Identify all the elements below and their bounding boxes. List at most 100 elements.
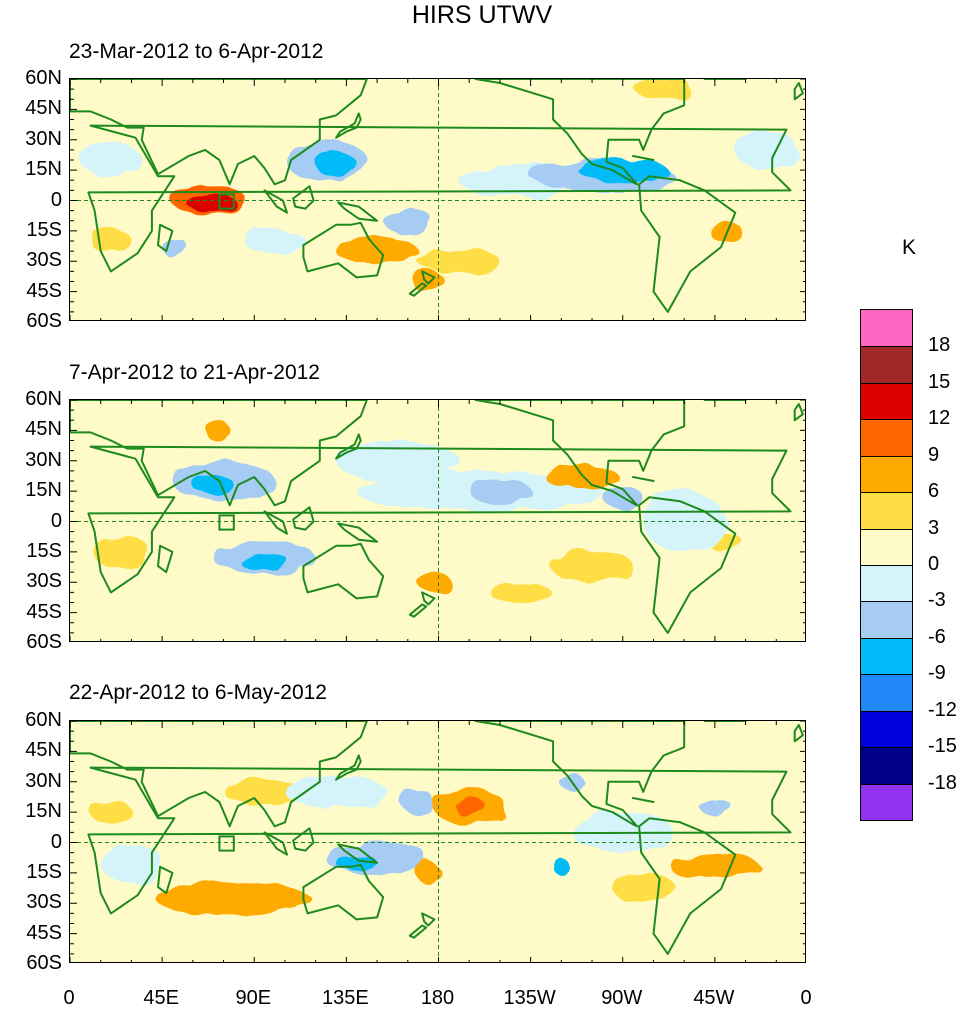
coast-nz-s <box>408 924 428 939</box>
panel-1-title: 23-Mar-2012 to 6-Apr-2012 <box>69 40 324 63</box>
coast-uk <box>793 82 804 101</box>
lat-tick-label: 60S <box>26 631 62 653</box>
coast-borneo <box>292 827 315 852</box>
coast-nz-s <box>408 603 428 618</box>
positive-anomaly <box>452 797 486 815</box>
colorbar-level-label: 12 <box>928 407 951 430</box>
map-canvas <box>70 400 805 641</box>
positive-anomaly <box>223 779 306 805</box>
region-box <box>218 514 235 531</box>
lon-tick-label: 90W <box>601 987 643 1009</box>
colorbar-swatch <box>861 747 912 784</box>
coast-uk <box>793 724 804 743</box>
lat-tick-label: 30S <box>26 570 62 593</box>
positive-anomaly <box>635 79 693 100</box>
coast-s-america <box>638 175 737 313</box>
colorbar-swatch <box>861 710 912 748</box>
coast-s-america <box>638 817 737 955</box>
colorbar-level-label: 9 <box>928 443 940 466</box>
negative-anomaly <box>469 478 531 504</box>
negative-anomaly <box>192 474 234 496</box>
colorbar-swatch <box>861 637 912 675</box>
coast-madagascar <box>157 544 174 574</box>
anomaly-contours <box>90 773 760 916</box>
region-box <box>218 193 235 210</box>
coast-sumatra <box>263 189 288 214</box>
colorbar-level-label: 0 <box>928 553 940 575</box>
coast-australia <box>302 863 385 921</box>
coast-n-america <box>474 721 686 828</box>
lat-tick-label: 30S <box>26 891 62 914</box>
lat-tick-label: 45N <box>25 739 62 762</box>
coast-borneo <box>292 185 315 210</box>
lat-tick-label: 30S <box>26 249 62 272</box>
positive-anomaly <box>92 535 150 569</box>
lat-tick-label: 15S <box>26 218 62 241</box>
lat-tick-label: 45S <box>26 600 62 623</box>
positive-anomaly <box>188 194 238 215</box>
panel-3-map <box>69 720 806 963</box>
positive-anomaly <box>612 870 674 904</box>
coast-madagascar <box>157 865 174 895</box>
region-box <box>218 835 235 852</box>
coast-japan <box>335 112 362 139</box>
coastlines <box>70 721 804 955</box>
lat-tick-label: 0 <box>50 188 62 211</box>
coast-africa <box>87 445 792 594</box>
lon-tick-label: 135W <box>503 987 556 1009</box>
lat-tick-label: 15N <box>25 479 62 502</box>
panel-2-title: 7-Apr-2012 to 21-Apr-2012 <box>69 361 320 384</box>
coast-uk <box>793 403 804 422</box>
coast-japan <box>335 754 362 781</box>
coast-eurasia <box>70 400 368 507</box>
colorbar-swatch <box>861 346 912 383</box>
coast-africa <box>87 766 792 915</box>
colorbar-units: K <box>902 236 917 259</box>
coast-nz-n <box>421 270 436 285</box>
coast-eurasia <box>70 721 368 828</box>
negative-anomaly <box>100 842 163 883</box>
colorbar-swatch <box>861 601 912 638</box>
lat-tick-label: 0 <box>50 830 62 853</box>
colorbar-level-label: 15 <box>928 370 951 393</box>
map-canvas <box>70 79 805 320</box>
lon-tick-label: 180 <box>420 987 455 1009</box>
positive-anomaly <box>418 249 500 274</box>
lon-tick-label: 0 <box>63 987 75 1009</box>
coast-cuba <box>632 797 655 803</box>
coastlines <box>70 400 804 634</box>
positive-anomaly <box>411 271 445 292</box>
coast-new-guinea <box>337 522 379 543</box>
positive-anomaly <box>544 464 619 490</box>
negative-anomaly <box>160 234 185 256</box>
colorbar-swatch <box>861 783 912 820</box>
lat-tick-label: 60N <box>25 709 62 731</box>
coast-nz-n <box>421 912 436 927</box>
lat-tick-label: 45N <box>25 418 62 441</box>
colorbar-level-label: -3 <box>928 589 946 612</box>
negative-anomaly <box>284 775 388 809</box>
coast-nz-s <box>408 282 428 297</box>
anomaly-contours <box>92 420 742 603</box>
coast-sumatra <box>263 831 288 856</box>
positive-anomaly <box>708 220 742 241</box>
coast-australia <box>302 542 385 600</box>
coast-australia <box>302 221 385 279</box>
lat-tick-label: 30N <box>25 127 62 150</box>
coast-cuba <box>632 155 655 161</box>
lat-tick-label: 30N <box>25 448 62 471</box>
tick-marks <box>70 79 805 320</box>
colorbar-level-label: 3 <box>928 516 940 539</box>
lat-tick-label: 60N <box>25 388 62 410</box>
positive-anomaly <box>418 572 451 593</box>
positive-anomaly <box>551 549 633 583</box>
positive-anomaly <box>205 420 230 441</box>
colorbar-level-label: -15 <box>928 735 957 758</box>
negative-anomaly <box>643 491 726 552</box>
colorbar-level-label: -6 <box>928 625 946 648</box>
colorbar <box>860 309 913 821</box>
colorbar-swatch <box>861 382 912 420</box>
colorbar-level-label: 6 <box>928 480 940 503</box>
positive-anomaly <box>489 582 552 603</box>
